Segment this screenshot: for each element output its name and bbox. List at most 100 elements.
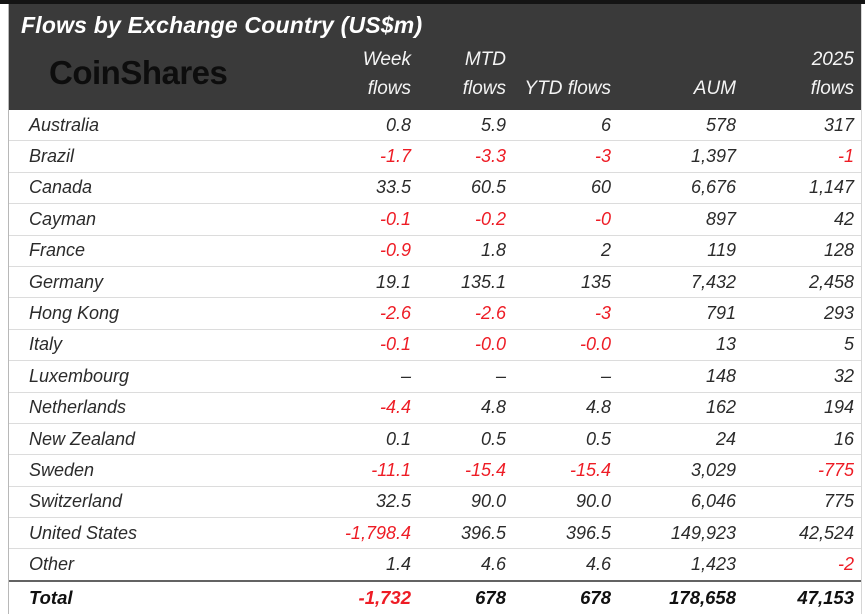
table-title: Flows by Exchange Country (US$m) xyxy=(21,12,423,38)
table-row: Switzerland 32.5 90.0 90.0 6,046 775 xyxy=(9,485,861,517)
value-cell: -0.9 xyxy=(379,240,411,261)
column-header-line: flows xyxy=(810,78,854,99)
value-cell: -0.2 xyxy=(474,208,506,229)
value-cell: 60.5 xyxy=(470,177,506,198)
value-cell: 396.5 xyxy=(565,522,611,543)
country-cell: Hong Kong xyxy=(29,303,120,324)
value-cell: 7,432 xyxy=(690,271,736,292)
value-cell: 5 xyxy=(843,334,854,355)
value-cell: -0 xyxy=(594,208,611,229)
country-cell: Italy xyxy=(29,334,63,355)
value-cell: 293 xyxy=(823,303,854,324)
country-cell: Switzerland xyxy=(29,491,123,512)
value-cell: 678 xyxy=(580,586,611,608)
value-cell: 4.8 xyxy=(480,397,506,418)
top-border-bar xyxy=(0,0,865,4)
country-cell: Other xyxy=(29,554,75,575)
table-row: Total -1,732 678 678 178,658 47,153 xyxy=(9,579,861,614)
value-cell: -2 xyxy=(837,554,854,575)
value-cell: -3 xyxy=(594,303,611,324)
country-cell: France xyxy=(29,240,86,261)
value-cell: 128 xyxy=(823,240,854,261)
country-cell: Total xyxy=(29,586,73,608)
value-cell: 33.5 xyxy=(375,177,411,198)
value-cell: 897 xyxy=(705,208,736,229)
value-cell: 0.8 xyxy=(385,114,411,135)
value-cell: 6,676 xyxy=(690,177,736,198)
value-cell: 0.1 xyxy=(385,428,411,449)
value-cell: 0.5 xyxy=(585,428,611,449)
value-cell: 1,147 xyxy=(808,177,854,198)
value-cell: 5.9 xyxy=(480,114,506,135)
value-cell: – xyxy=(600,365,611,386)
value-cell: 194 xyxy=(823,397,854,418)
value-cell: 4.6 xyxy=(585,554,611,575)
value-cell: 149,923 xyxy=(670,522,736,543)
value-cell: 135.1 xyxy=(460,271,506,292)
value-cell: 1,397 xyxy=(690,146,736,167)
value-cell: -15.4 xyxy=(464,459,506,480)
value-cell: 1.4 xyxy=(385,554,411,575)
column-header-ytd-flows: YTD flows xyxy=(506,74,611,106)
column-header-week-flows: Week flows xyxy=(319,45,411,106)
column-header-line: AUM xyxy=(693,78,736,99)
value-cell: – xyxy=(400,365,411,386)
value-cell: -3 xyxy=(594,146,611,167)
country-cell: Brazil xyxy=(29,146,75,167)
table-row: Germany 19.1 135.1 135 7,432 2,458 xyxy=(9,265,861,297)
value-cell: 3,029 xyxy=(690,459,736,480)
column-header-aum: AUM xyxy=(611,74,736,106)
country-cell: Sweden xyxy=(29,459,95,480)
value-cell: 32.5 xyxy=(375,491,411,512)
value-cell: 678 xyxy=(475,586,506,608)
value-cell: 32 xyxy=(833,365,854,386)
table-row: Netherlands -4.4 4.8 4.8 162 194 xyxy=(9,391,861,423)
value-cell: 42,524 xyxy=(798,522,854,543)
value-cell: -775 xyxy=(817,459,854,480)
value-cell: -0.0 xyxy=(579,334,611,355)
value-cell: 24 xyxy=(715,428,736,449)
table-body: Australia 0.8 5.9 6 578 317 Brazil -1.7 … xyxy=(9,110,861,614)
column-header-row: CoinShares Week flows MTD flows YTD flow… xyxy=(21,40,854,106)
value-cell: 135 xyxy=(580,271,611,292)
value-cell: -2.6 xyxy=(379,303,411,324)
value-cell: 4.8 xyxy=(585,397,611,418)
flows-table: Flows by Exchange Country (US$m) CoinSha… xyxy=(8,4,862,614)
country-cell: United States xyxy=(29,522,138,543)
value-cell: -2.6 xyxy=(474,303,506,324)
value-cell: 178,658 xyxy=(669,586,736,608)
column-header-line: YTD flows xyxy=(524,78,611,99)
value-cell: 1,423 xyxy=(690,554,736,575)
value-cell: 148 xyxy=(705,365,736,386)
country-cell: Netherlands xyxy=(29,397,127,418)
country-cell: New Zealand xyxy=(29,428,136,449)
value-cell: 6,046 xyxy=(690,491,736,512)
value-cell: -1.7 xyxy=(379,146,411,167)
value-cell: 6 xyxy=(600,114,611,135)
value-cell: 396.5 xyxy=(460,522,506,543)
value-cell: 2,458 xyxy=(808,271,854,292)
country-cell: Luxembourg xyxy=(29,365,130,386)
country-cell: Canada xyxy=(29,177,93,198)
value-cell: -1,798.4 xyxy=(344,522,411,543)
value-cell: 791 xyxy=(705,303,736,324)
country-cell: Germany xyxy=(29,271,104,292)
value-cell: 19.1 xyxy=(375,271,411,292)
coinshares-logo: CoinShares xyxy=(49,54,228,91)
table-row: Other 1.4 4.6 4.6 1,423 -2 xyxy=(9,548,861,579)
table-header-band: Flows by Exchange Country (US$m) CoinSha… xyxy=(9,4,861,110)
country-cell: Australia xyxy=(29,114,100,135)
table-row: Luxembourg – – – 148 32 xyxy=(9,360,861,391)
value-cell: 2 xyxy=(600,240,611,261)
value-cell: 42 xyxy=(833,208,854,229)
value-cell: – xyxy=(495,365,506,386)
table-row: Australia 0.8 5.9 6 578 317 xyxy=(9,110,861,140)
column-header-line: MTD xyxy=(464,49,506,70)
table-row: Cayman -0.1 -0.2 -0 897 42 xyxy=(9,203,861,234)
value-cell: -3.3 xyxy=(474,146,506,167)
value-cell: -1 xyxy=(837,146,854,167)
value-cell: 90.0 xyxy=(470,491,506,512)
value-cell: 47,153 xyxy=(797,586,854,608)
value-cell: 119 xyxy=(707,240,736,261)
value-cell: 16 xyxy=(833,428,854,449)
